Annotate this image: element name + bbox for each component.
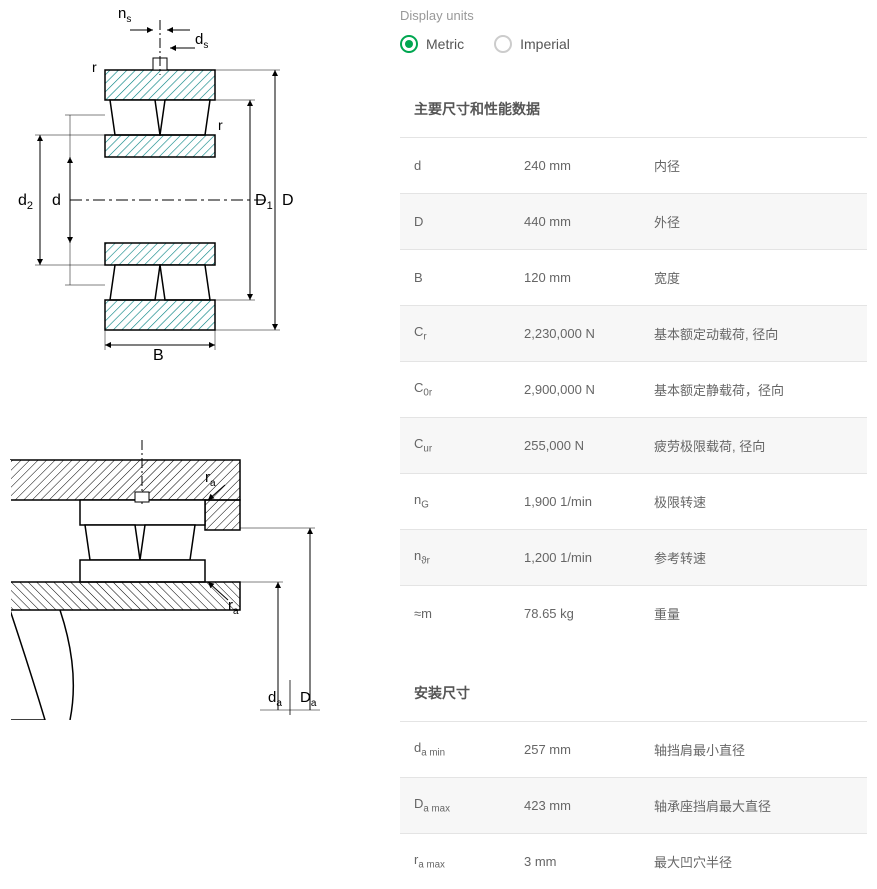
svg-text:ds: ds: [195, 31, 208, 51]
table-row: nG1,900 1/min极限转速: [400, 474, 867, 530]
table-row: ra max3 mm最大凹穴半径: [400, 834, 867, 889]
desc-cell: 重量: [640, 586, 867, 642]
table-row: da min257 mm轴挡肩最小直径: [400, 722, 867, 778]
svg-text:r: r: [218, 117, 223, 133]
desc-cell: 内径: [640, 138, 867, 194]
symbol-cell: Da max: [400, 778, 510, 834]
symbol-cell: d: [400, 138, 510, 194]
value-cell: 423 mm: [510, 778, 640, 834]
bearing-cross-section-diagram: D D1 d d2 B: [10, 0, 360, 360]
radio-icon: [494, 35, 512, 53]
symbol-cell: Cur: [400, 418, 510, 474]
svg-text:r: r: [92, 59, 97, 75]
table-row: ≈m78.65 kg重量: [400, 586, 867, 642]
value-cell: 120 mm: [510, 250, 640, 306]
table-row: B120 mm宽度: [400, 250, 867, 306]
svg-text:ns: ns: [118, 5, 131, 25]
svg-text:D: D: [282, 192, 294, 209]
table-row: d240 mm内径: [400, 138, 867, 194]
table-row: Da max423 mm轴承座挡肩最大直径: [400, 778, 867, 834]
section-title: 安装尺寸: [400, 671, 867, 721]
metric-label: Metric: [426, 36, 464, 52]
value-cell: 2,900,000 N: [510, 362, 640, 418]
table-row: Cur255,000 N疲劳极限载荷, 径向: [400, 418, 867, 474]
imperial-label: Imperial: [520, 36, 570, 52]
value-cell: 1,900 1/min: [510, 474, 640, 530]
metric-radio[interactable]: Metric: [400, 35, 464, 53]
value-cell: 257 mm: [510, 722, 640, 778]
value-cell: 440 mm: [510, 194, 640, 250]
value-cell: 3 mm: [510, 834, 640, 889]
symbol-cell: Cr: [400, 306, 510, 362]
bearing-mounting-diagram: ra ra Da da: [10, 420, 360, 720]
value-cell: 2,230,000 N: [510, 306, 640, 362]
value-cell: 240 mm: [510, 138, 640, 194]
svg-text:d: d: [52, 192, 61, 209]
desc-cell: 基本额定静载荷，径向: [640, 362, 867, 418]
table-row: C0r2,900,000 N基本额定静载荷，径向: [400, 362, 867, 418]
svg-text:Da: Da: [300, 689, 317, 709]
table-row: D440 mm外径: [400, 194, 867, 250]
svg-text:B: B: [153, 347, 164, 360]
symbol-cell: B: [400, 250, 510, 306]
table-row: Cr2,230,000 N基本额定动载荷, 径向: [400, 306, 867, 362]
desc-cell: 基本额定动载荷, 径向: [640, 306, 867, 362]
symbol-cell: da min: [400, 722, 510, 778]
desc-cell: 极限转速: [640, 474, 867, 530]
symbol-cell: C0r: [400, 362, 510, 418]
desc-cell: 轴挡肩最小直径: [640, 722, 867, 778]
display-units-label: Display units: [400, 8, 474, 23]
imperial-radio[interactable]: Imperial: [494, 35, 570, 53]
desc-cell: 参考转速: [640, 530, 867, 586]
value-cell: 1,200 1/min: [510, 530, 640, 586]
svg-text:D1: D1: [255, 192, 273, 212]
units-radio-group: Metric Imperial: [400, 35, 867, 53]
svg-text:da: da: [268, 689, 282, 709]
value-cell: 255,000 N: [510, 418, 640, 474]
svg-text:d2: d2: [18, 192, 33, 212]
symbol-cell: D: [400, 194, 510, 250]
symbol-cell: ra max: [400, 834, 510, 889]
spec-table: da min257 mm轴挡肩最小直径Da max423 mm轴承座挡肩最大直径…: [400, 721, 867, 889]
section-title: 主要尺寸和性能数据: [400, 87, 867, 137]
desc-cell: 宽度: [640, 250, 867, 306]
spec-table: d240 mm内径D440 mm外径B120 mm宽度Cr2,230,000 N…: [400, 137, 867, 641]
symbol-cell: ≈m: [400, 586, 510, 642]
desc-cell: 最大凹穴半径: [640, 834, 867, 889]
symbol-cell: nG: [400, 474, 510, 530]
desc-cell: 外径: [640, 194, 867, 250]
value-cell: 78.65 kg: [510, 586, 640, 642]
desc-cell: 轴承座挡肩最大直径: [640, 778, 867, 834]
radio-icon: [400, 35, 418, 53]
table-row: nϑr1,200 1/min参考转速: [400, 530, 867, 586]
desc-cell: 疲劳极限载荷, 径向: [640, 418, 867, 474]
symbol-cell: nϑr: [400, 530, 510, 586]
display-units-row: Display units: [400, 8, 867, 23]
